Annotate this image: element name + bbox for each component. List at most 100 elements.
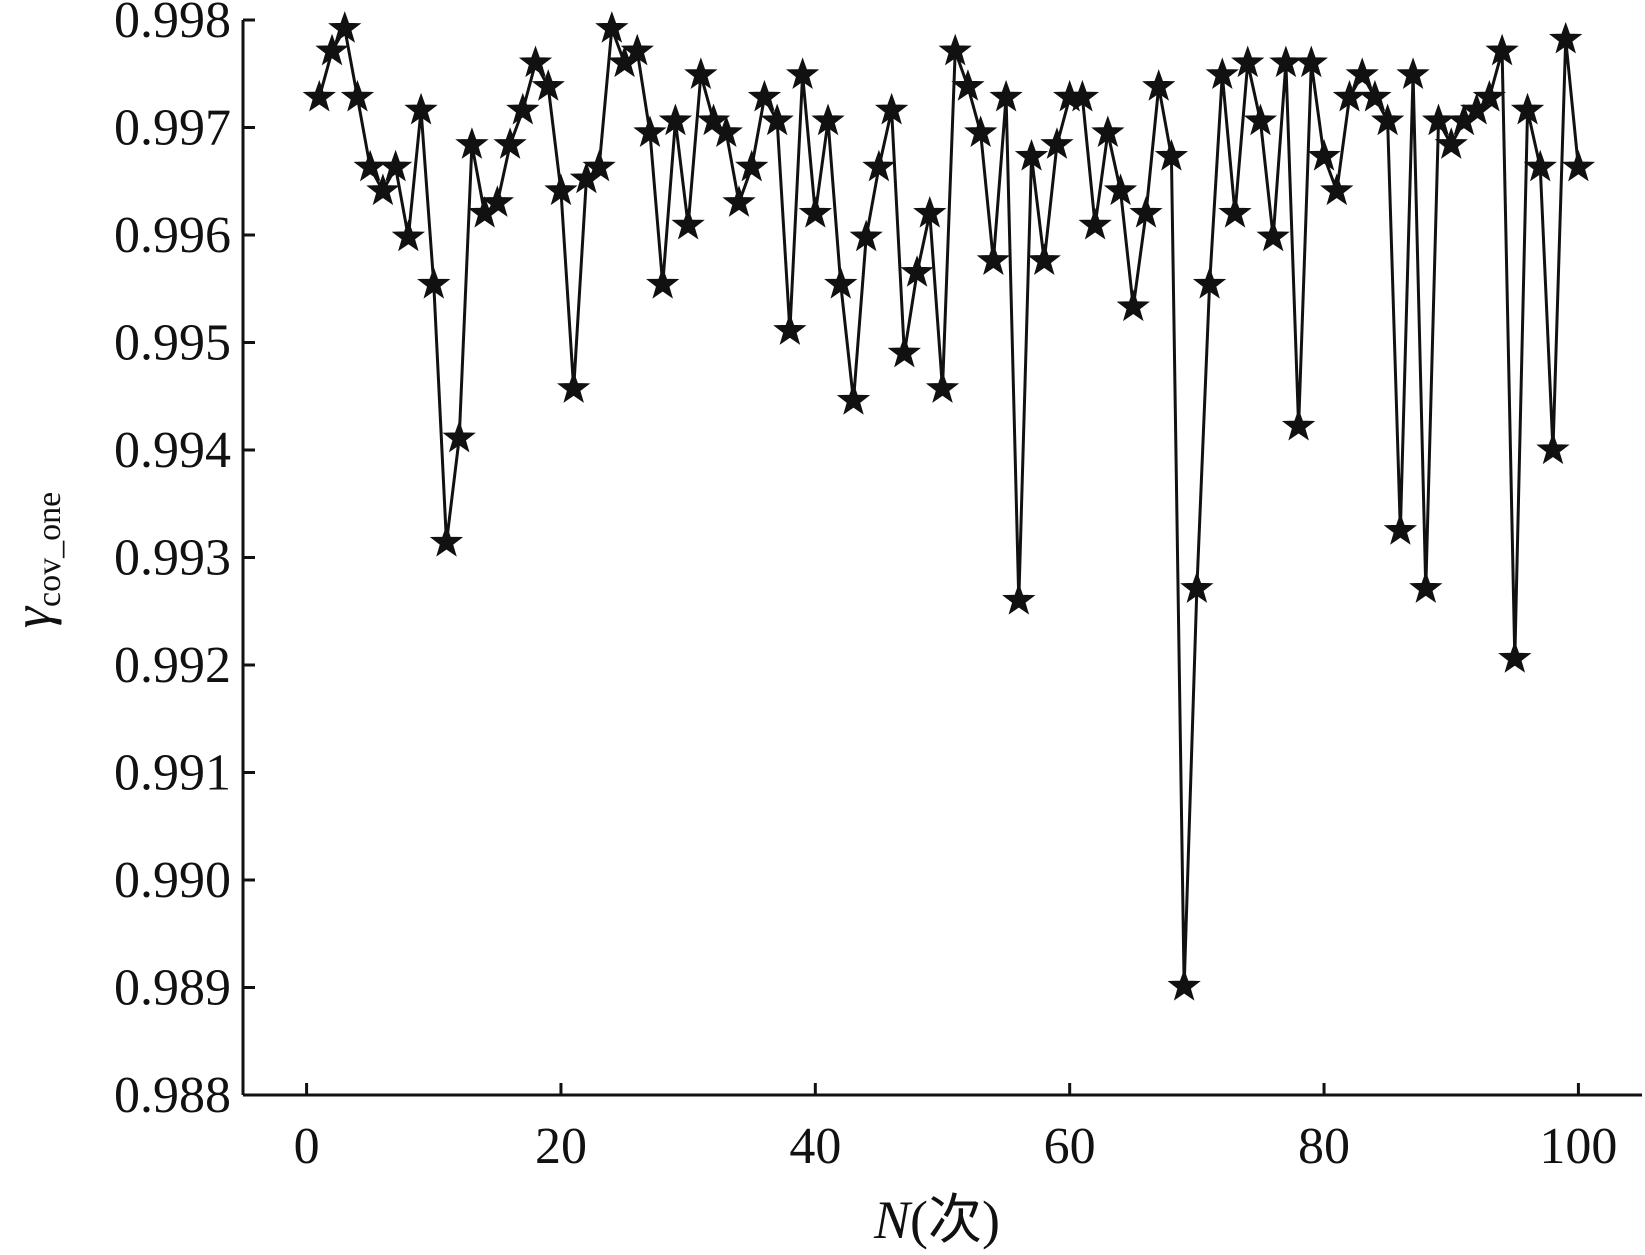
data-point bbox=[417, 266, 451, 299]
data-point bbox=[1434, 127, 1468, 159]
data-point bbox=[1167, 968, 1201, 1001]
data-point bbox=[391, 219, 425, 252]
y-tick-label: 0.988 bbox=[114, 1067, 231, 1124]
data-point bbox=[506, 92, 540, 125]
data-point bbox=[1027, 243, 1061, 275]
data-point bbox=[836, 383, 871, 415]
x-tick-label: 40 bbox=[789, 1118, 841, 1175]
data-point bbox=[658, 103, 693, 136]
y-axis-label: γcov_one bbox=[2, 492, 68, 628]
data-point bbox=[1129, 196, 1163, 228]
data-point bbox=[1205, 57, 1239, 89]
data-point bbox=[1510, 92, 1545, 125]
data-point bbox=[518, 45, 553, 78]
data-point bbox=[1358, 79, 1392, 112]
data-point bbox=[1345, 57, 1379, 89]
data-point bbox=[964, 115, 998, 148]
data-point bbox=[925, 371, 960, 403]
data-point bbox=[989, 79, 1023, 112]
x-tick-label: 60 bbox=[1044, 1118, 1096, 1175]
data-point bbox=[976, 243, 1011, 275]
y-tick-label: 0.995 bbox=[114, 315, 231, 372]
data-point bbox=[633, 115, 667, 148]
data-point bbox=[1549, 21, 1583, 54]
data-point bbox=[1116, 289, 1150, 322]
x-axis-label: N(次) bbox=[873, 1190, 1000, 1250]
data-point bbox=[1256, 219, 1290, 252]
data-point bbox=[646, 266, 680, 299]
data-point bbox=[1014, 139, 1049, 171]
y-tick-label: 0.989 bbox=[114, 960, 231, 1017]
data-point bbox=[378, 149, 413, 182]
data-point bbox=[1192, 266, 1227, 299]
data-point bbox=[887, 335, 921, 368]
data-point bbox=[1154, 139, 1189, 171]
data-point bbox=[951, 69, 985, 101]
data-point bbox=[785, 57, 820, 89]
data-point bbox=[1396, 57, 1430, 89]
data-point bbox=[747, 79, 782, 112]
y-tick-label: 0.990 bbox=[114, 852, 231, 909]
series bbox=[302, 11, 1596, 1001]
data-point bbox=[671, 207, 705, 240]
x-axis-label-suffix: (次) bbox=[910, 1190, 1000, 1250]
y-axis-label-sub: cov_one bbox=[31, 492, 68, 607]
y-tick-label: 0.991 bbox=[114, 745, 231, 802]
data-point bbox=[1243, 103, 1278, 136]
data-point bbox=[773, 313, 807, 345]
data-point bbox=[938, 33, 972, 66]
data-point bbox=[1371, 103, 1405, 136]
data-point bbox=[1485, 33, 1519, 66]
data-point bbox=[1281, 408, 1316, 441]
data-point bbox=[1142, 69, 1176, 101]
data-point bbox=[760, 103, 794, 136]
data-point bbox=[811, 103, 845, 136]
x-tick-label: 100 bbox=[1539, 1118, 1617, 1175]
data-point bbox=[722, 185, 756, 217]
data-point bbox=[557, 371, 591, 403]
data-point bbox=[1307, 139, 1341, 171]
data-point bbox=[874, 92, 909, 125]
data-point bbox=[849, 219, 883, 252]
y-tick-label: 0.996 bbox=[114, 207, 231, 264]
data-point bbox=[1561, 149, 1596, 182]
data-point bbox=[1103, 173, 1138, 206]
data-point bbox=[862, 149, 896, 182]
data-point bbox=[429, 524, 464, 557]
data-point bbox=[340, 79, 375, 112]
x-axis-label-main: N bbox=[873, 1190, 913, 1250]
data-point bbox=[620, 33, 654, 66]
data-point bbox=[1294, 45, 1328, 78]
data-point bbox=[493, 127, 527, 159]
y-tick-label: 0.994 bbox=[114, 422, 231, 479]
x-tick-label: 20 bbox=[535, 1118, 587, 1175]
data-point bbox=[544, 173, 578, 206]
series-line bbox=[317, 24, 1580, 987]
data-point bbox=[798, 196, 832, 228]
data-point bbox=[1523, 149, 1557, 182]
data-point bbox=[1218, 196, 1252, 228]
y-tick-label: 0.997 bbox=[114, 100, 231, 157]
data-point bbox=[442, 420, 476, 453]
y-tick-label: 0.993 bbox=[114, 530, 231, 587]
data-point bbox=[353, 149, 387, 182]
data-point bbox=[1002, 583, 1036, 615]
data-point bbox=[1409, 571, 1443, 603]
data-point bbox=[709, 115, 743, 148]
data-point bbox=[735, 149, 769, 182]
data-point bbox=[1231, 45, 1265, 78]
data-point bbox=[900, 255, 934, 287]
data-point bbox=[1078, 207, 1112, 240]
data-point bbox=[1383, 513, 1417, 545]
y-axis-label-main: γ bbox=[2, 605, 62, 628]
data-point bbox=[315, 33, 349, 66]
data-point bbox=[455, 127, 489, 159]
data-point bbox=[1091, 115, 1125, 148]
data-point bbox=[1536, 432, 1570, 465]
data-point bbox=[824, 266, 858, 299]
data-point bbox=[531, 69, 565, 101]
data-point bbox=[1065, 79, 1100, 112]
data-point bbox=[1498, 641, 1532, 673]
data-point bbox=[1320, 173, 1354, 206]
